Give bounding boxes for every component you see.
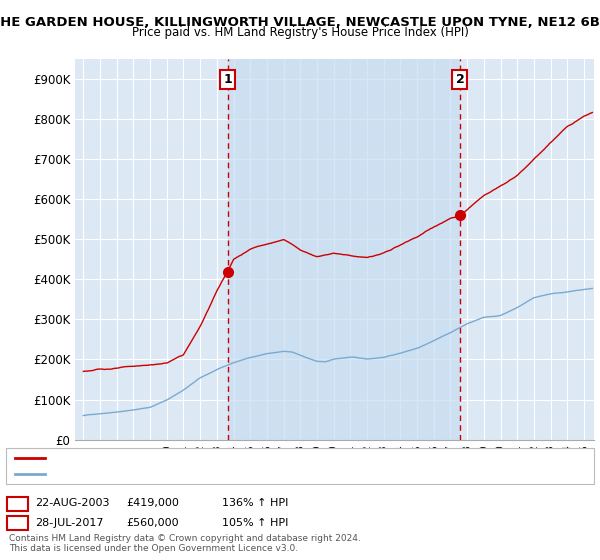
Text: THE GARDEN HOUSE, KILLINGWORTH VILLAGE, NEWCASTLE UPON TYNE, NE12 6BL: THE GARDEN HOUSE, KILLINGWORTH VILLAGE, … [0,16,600,29]
Text: 105% ↑ HPI: 105% ↑ HPI [222,518,289,528]
Text: 136% ↑ HPI: 136% ↑ HPI [222,498,289,508]
Text: Contains HM Land Registry data © Crown copyright and database right 2024.: Contains HM Land Registry data © Crown c… [9,534,361,543]
Text: 2: 2 [455,73,464,86]
Text: HPI: Average price, detached house, North Tyneside: HPI: Average price, detached house, Nort… [49,469,303,479]
Text: 2: 2 [13,516,22,530]
Text: THE GARDEN HOUSE, KILLINGWORTH VILLAGE, NEWCASTLE UPON TYNE, NE12 6BL (deta: THE GARDEN HOUSE, KILLINGWORTH VILLAGE, … [49,453,485,463]
Bar [227,59,460,440]
Text: 22-AUG-2003: 22-AUG-2003 [35,498,109,508]
Text: 1: 1 [223,73,232,86]
Text: 1: 1 [13,497,22,510]
Text: £560,000: £560,000 [126,518,179,528]
Text: Price paid vs. HM Land Registry's House Price Index (HPI): Price paid vs. HM Land Registry's House … [131,26,469,39]
Text: £419,000: £419,000 [126,498,179,508]
Text: This data is licensed under the Open Government Licence v3.0.: This data is licensed under the Open Gov… [9,544,298,553]
Text: 28-JUL-2017: 28-JUL-2017 [35,518,103,528]
